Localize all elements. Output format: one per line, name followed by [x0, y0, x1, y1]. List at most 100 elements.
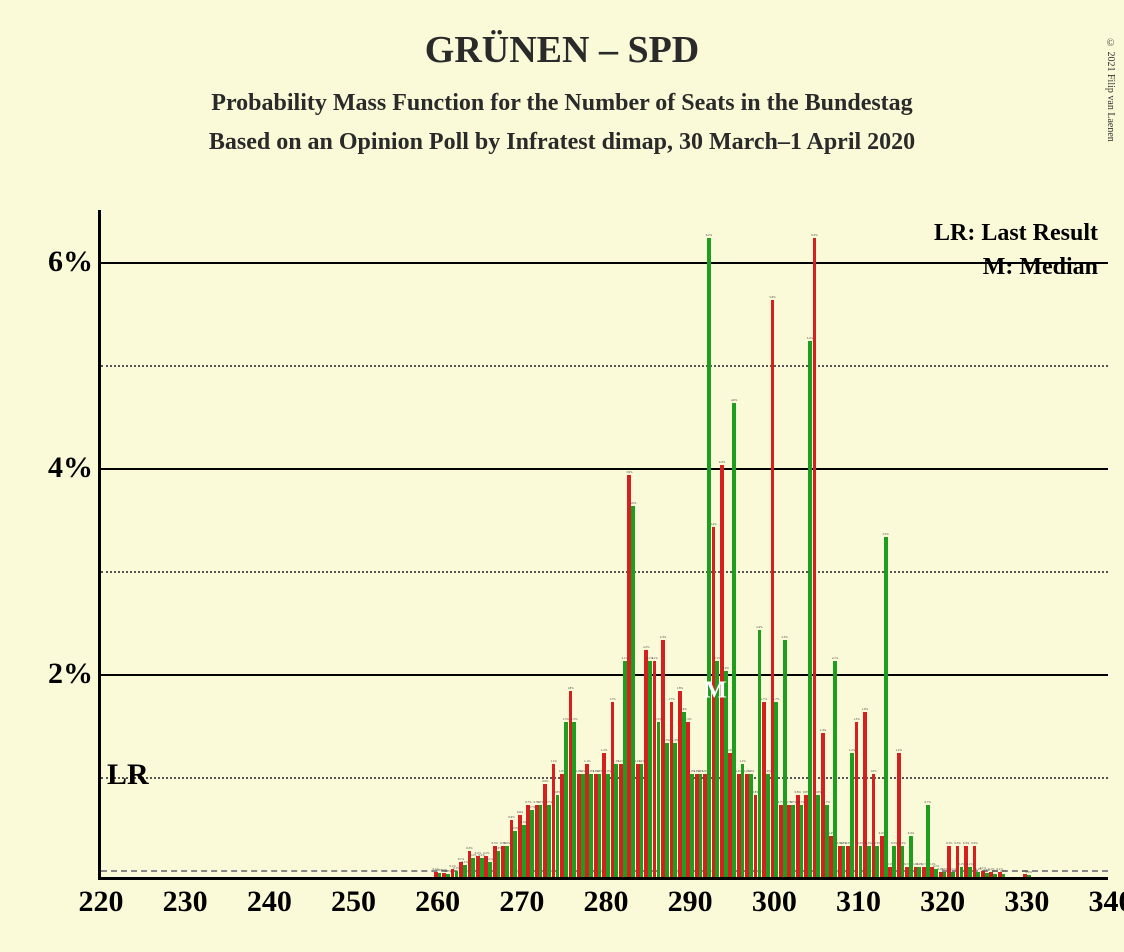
bar-value-label: 2.1% — [832, 656, 838, 660]
bar-value-label: 0.0% — [1000, 869, 1006, 873]
bar-green — [497, 851, 501, 877]
bar-value-label: 1.5% — [655, 717, 661, 721]
gridline-major — [101, 262, 1108, 264]
bar-value-label: 1.0% — [596, 769, 602, 773]
bar-value-label: 0.1% — [958, 862, 964, 866]
bar-value-label: 0.3% — [971, 841, 977, 845]
bar-green — [859, 846, 863, 877]
bar-green — [833, 661, 837, 877]
bar-value-label: 0.1% — [487, 857, 493, 861]
bar-green — [741, 764, 745, 877]
bar-green — [539, 805, 543, 877]
gridline-major — [101, 468, 1108, 470]
bar-value-label: 0.1% — [916, 862, 922, 866]
bar-value-label: 0.7% — [537, 800, 543, 804]
bar-green — [581, 774, 585, 877]
bar-value-label: 2.4% — [756, 625, 762, 629]
bar-value-label: 3.6% — [630, 501, 636, 505]
bar-value-label: 1.7% — [773, 697, 779, 701]
xtick-label: 260 — [415, 877, 460, 919]
bar-value-label: 0.7% — [525, 800, 531, 804]
bar-green — [623, 661, 627, 877]
gridline-minor — [101, 365, 1108, 367]
bar-green — [648, 661, 652, 877]
bar-green — [943, 872, 947, 877]
bar-value-label: 0.3% — [492, 841, 498, 845]
bar-value-label: 1.3% — [672, 738, 678, 742]
bar-value-label: 1.2% — [849, 748, 855, 752]
bar-value-label: 0.7% — [790, 800, 796, 804]
bar-green — [850, 753, 854, 877]
ytick-label: 4% — [48, 451, 101, 485]
gridline-major — [101, 674, 1108, 676]
bar-value-label: 0.2% — [470, 853, 476, 857]
bar-value-label: 3.9% — [626, 470, 632, 474]
bar-value-label: 1.0% — [689, 769, 695, 773]
bar-value-label: 2.0% — [723, 666, 729, 670]
bar-green — [614, 764, 618, 877]
bar-value-label: 0.6% — [517, 810, 523, 814]
bar-green — [808, 341, 812, 877]
bar-value-label: 0.3% — [504, 841, 510, 845]
bar-value-label: 0.3% — [857, 841, 863, 845]
bar-value-label: 2.3% — [782, 635, 788, 639]
bar-value-label: 1.6% — [681, 707, 687, 711]
bar-green — [471, 858, 475, 877]
bar-green — [816, 795, 820, 877]
bar-value-label: 1.6% — [862, 707, 868, 711]
bar-green — [1027, 875, 1031, 877]
bar-value-label: 3.4% — [710, 522, 716, 526]
bar-value-label: 0.3% — [946, 841, 952, 845]
median-label: M — [704, 677, 727, 704]
bar-value-label: 0.3% — [495, 846, 501, 850]
bar-value-label: 0.3% — [866, 841, 872, 845]
bar-green — [732, 403, 736, 877]
chart-title: GRÜNEN – SPD — [0, 28, 1124, 72]
bar-value-label: 1.0% — [765, 769, 771, 773]
bar-green — [985, 873, 989, 877]
bar-value-label: 0.3% — [874, 841, 880, 845]
bar-value-label: 1.0% — [697, 769, 703, 773]
bar-value-label: 0.0% — [436, 868, 442, 872]
bar-green — [749, 774, 753, 877]
copyright-text: © 2021 Filip van Laenen — [1105, 38, 1116, 142]
bar-red — [813, 238, 817, 877]
bar-value-label: 1.7% — [609, 697, 615, 701]
bar-green — [825, 805, 829, 877]
legend-last-result: LR: Last Result — [934, 220, 1098, 247]
bar-value-label: 1.2% — [601, 748, 607, 752]
bar-value-label: 2.2% — [643, 645, 649, 649]
bar-value-label: 1.8% — [567, 686, 573, 690]
bar-value-label: 1.0% — [605, 769, 611, 773]
bar-green — [505, 846, 509, 877]
bar-value-label: 0.1% — [950, 867, 956, 871]
bar-green — [901, 846, 905, 877]
bar-value-label: 2.3% — [660, 635, 666, 639]
bar-value-label: 1.0% — [870, 769, 876, 773]
bar-value-label: 1.0% — [588, 769, 594, 773]
bar-green — [438, 873, 442, 877]
bar-green — [892, 846, 896, 877]
bar-value-label: 0.7% — [529, 805, 535, 809]
bar-value-label: 0.3% — [891, 841, 897, 845]
bar-green — [446, 874, 450, 877]
bar-green — [657, 722, 661, 877]
bar-value-label: 1.1% — [613, 759, 619, 763]
bar-value-label: 0.1% — [462, 860, 468, 864]
bar-green — [976, 872, 980, 877]
xtick-label: 290 — [668, 877, 713, 919]
bar-value-label: 0.0% — [992, 869, 998, 873]
bar-green — [926, 805, 930, 877]
bar-green — [707, 238, 711, 877]
bar-value-label: 0.7% — [824, 800, 830, 804]
bar-value-label: 1.1% — [584, 759, 590, 763]
chart-container: © 2021 Filip van Laenen GRÜNEN – SPD Pro… — [0, 28, 1124, 952]
bar-value-label: 1.3% — [664, 738, 670, 742]
bar-value-label: 1.1% — [739, 759, 745, 763]
bar-green — [800, 805, 804, 877]
xtick-label: 310 — [836, 877, 881, 919]
xtick-label: 330 — [1004, 877, 1049, 919]
bar-green — [1002, 874, 1006, 877]
bar-value-label: 3.3% — [883, 532, 889, 536]
bar-value-label: 2.1% — [714, 656, 720, 660]
